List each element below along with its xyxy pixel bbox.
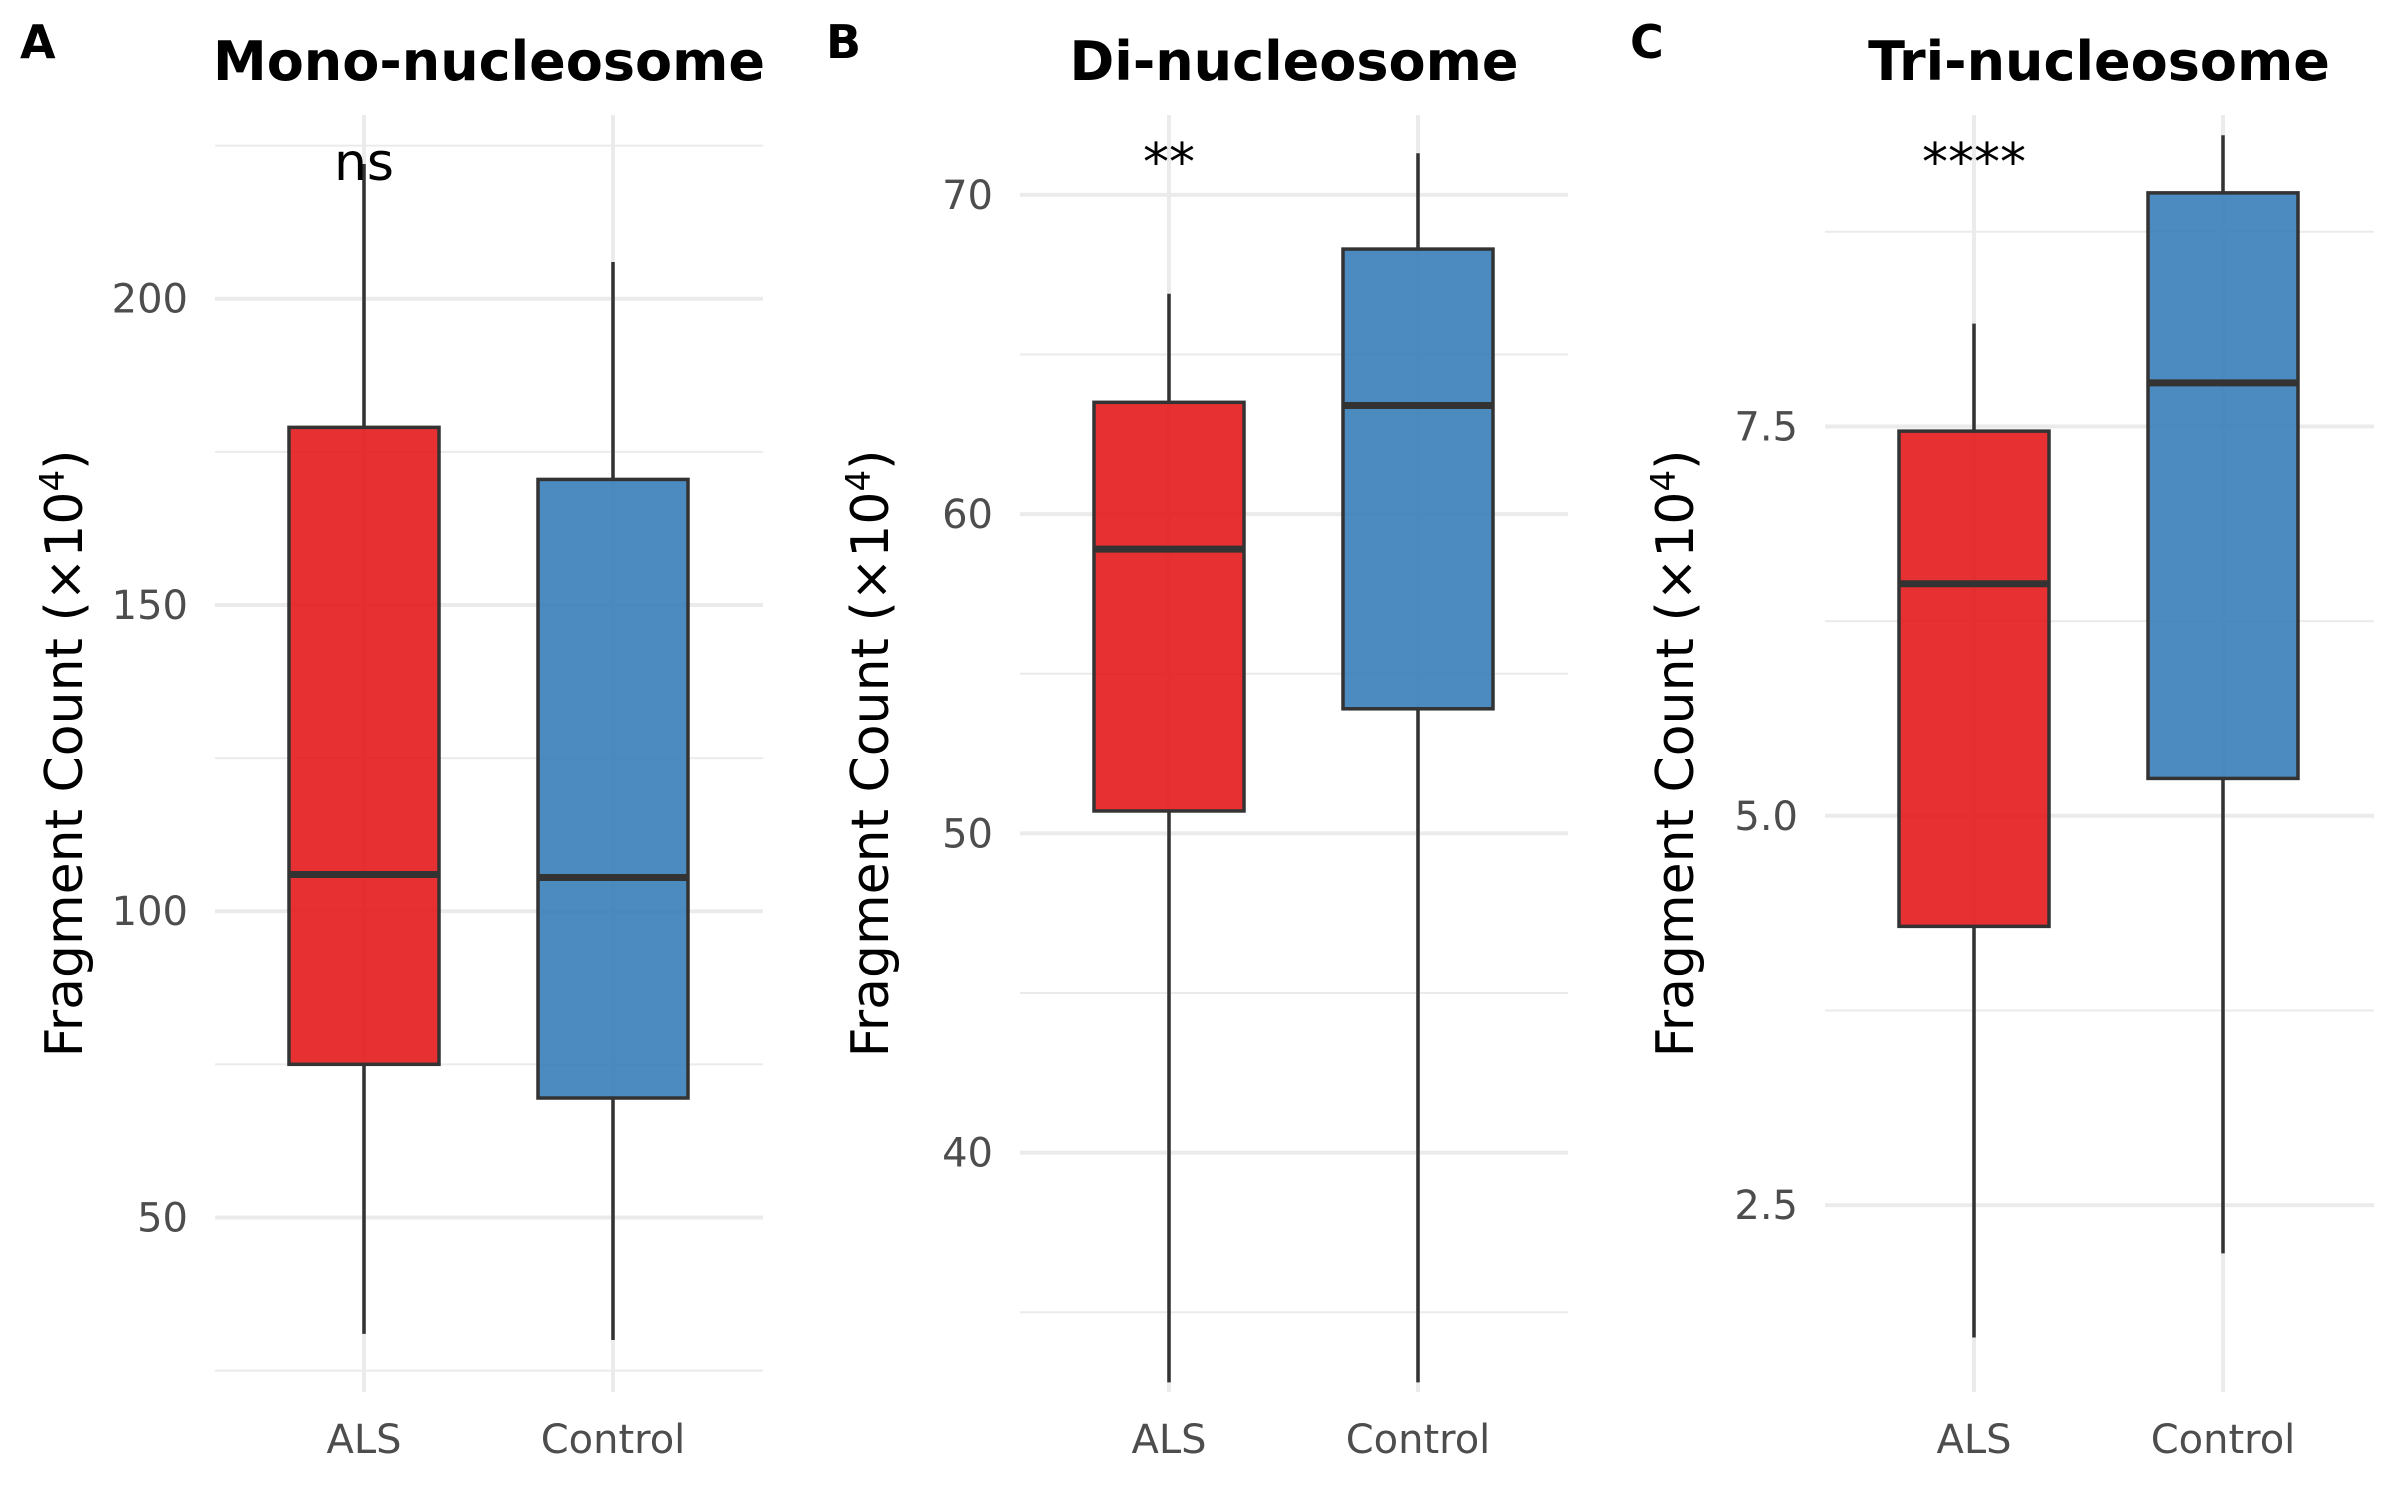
box-iqr	[1897, 429, 2051, 929]
y-tick-label: 100	[112, 889, 188, 935]
box-als	[1092, 293, 1246, 1383]
y-tick-label: 70	[942, 173, 993, 219]
x-tick-label: ALS	[1936, 1417, 2011, 1463]
y-tick-label: 7.5	[1734, 404, 1798, 450]
box-iqr	[1092, 400, 1246, 813]
y-axis-label: Fragment Count (×104)	[1644, 450, 1706, 1058]
panel-title: Tri-nucleosome	[1868, 30, 2330, 93]
box-als	[1897, 323, 2051, 1338]
panel-b: B Di-nucleosome 40 50 60 70 ALS Control ** Fragme…	[826, 15, 1568, 1463]
x-tick-label: Control	[2151, 1417, 2296, 1463]
y-tick-label: 60	[942, 492, 993, 538]
y-tick-label: 40	[942, 1131, 993, 1177]
box-control	[1341, 153, 1495, 1383]
y-axis-label: Fragment Count (×104)	[839, 450, 901, 1058]
significance-label: ****	[1922, 133, 2026, 193]
panel-letter: C	[1630, 15, 1664, 69]
panel-c: C Tri-nucleosome 2.5 5.0 7.5 ALS Control **** Fr…	[1630, 15, 2374, 1463]
y-axis-label: Fragment Count (×104)	[33, 450, 95, 1058]
y-tick-label: 50	[942, 811, 993, 857]
panel-a: A Mono-nucleosome 50 100 150 200 ALS Control ns F…	[20, 15, 765, 1463]
panel-letter: A	[20, 15, 56, 69]
box-control	[2146, 135, 2300, 1254]
x-tick-label: Control	[541, 1417, 686, 1463]
y-tick-label: 2.5	[1734, 1183, 1798, 1229]
box-iqr	[2146, 191, 2300, 781]
box-control	[536, 261, 690, 1340]
x-tick-label: Control	[1346, 1417, 1491, 1463]
panel-letter: B	[826, 15, 861, 69]
box-iqr	[287, 425, 441, 1067]
y-tick-label: 200	[112, 277, 188, 323]
y-tick-label: 150	[112, 583, 188, 629]
significance-label: **	[1143, 133, 1195, 193]
y-tick-label: 5.0	[1734, 794, 1798, 840]
box-als	[287, 163, 441, 1334]
box-iqr	[536, 477, 690, 1100]
x-tick-label: ALS	[1131, 1417, 1206, 1463]
panel-title: Mono-nucleosome	[213, 30, 765, 93]
y-tick-label: 50	[137, 1195, 188, 1241]
box-iqr	[1341, 247, 1495, 711]
panel-title: Di-nucleosome	[1069, 30, 1518, 93]
significance-label: ns	[334, 133, 394, 193]
x-tick-label: ALS	[326, 1417, 401, 1463]
